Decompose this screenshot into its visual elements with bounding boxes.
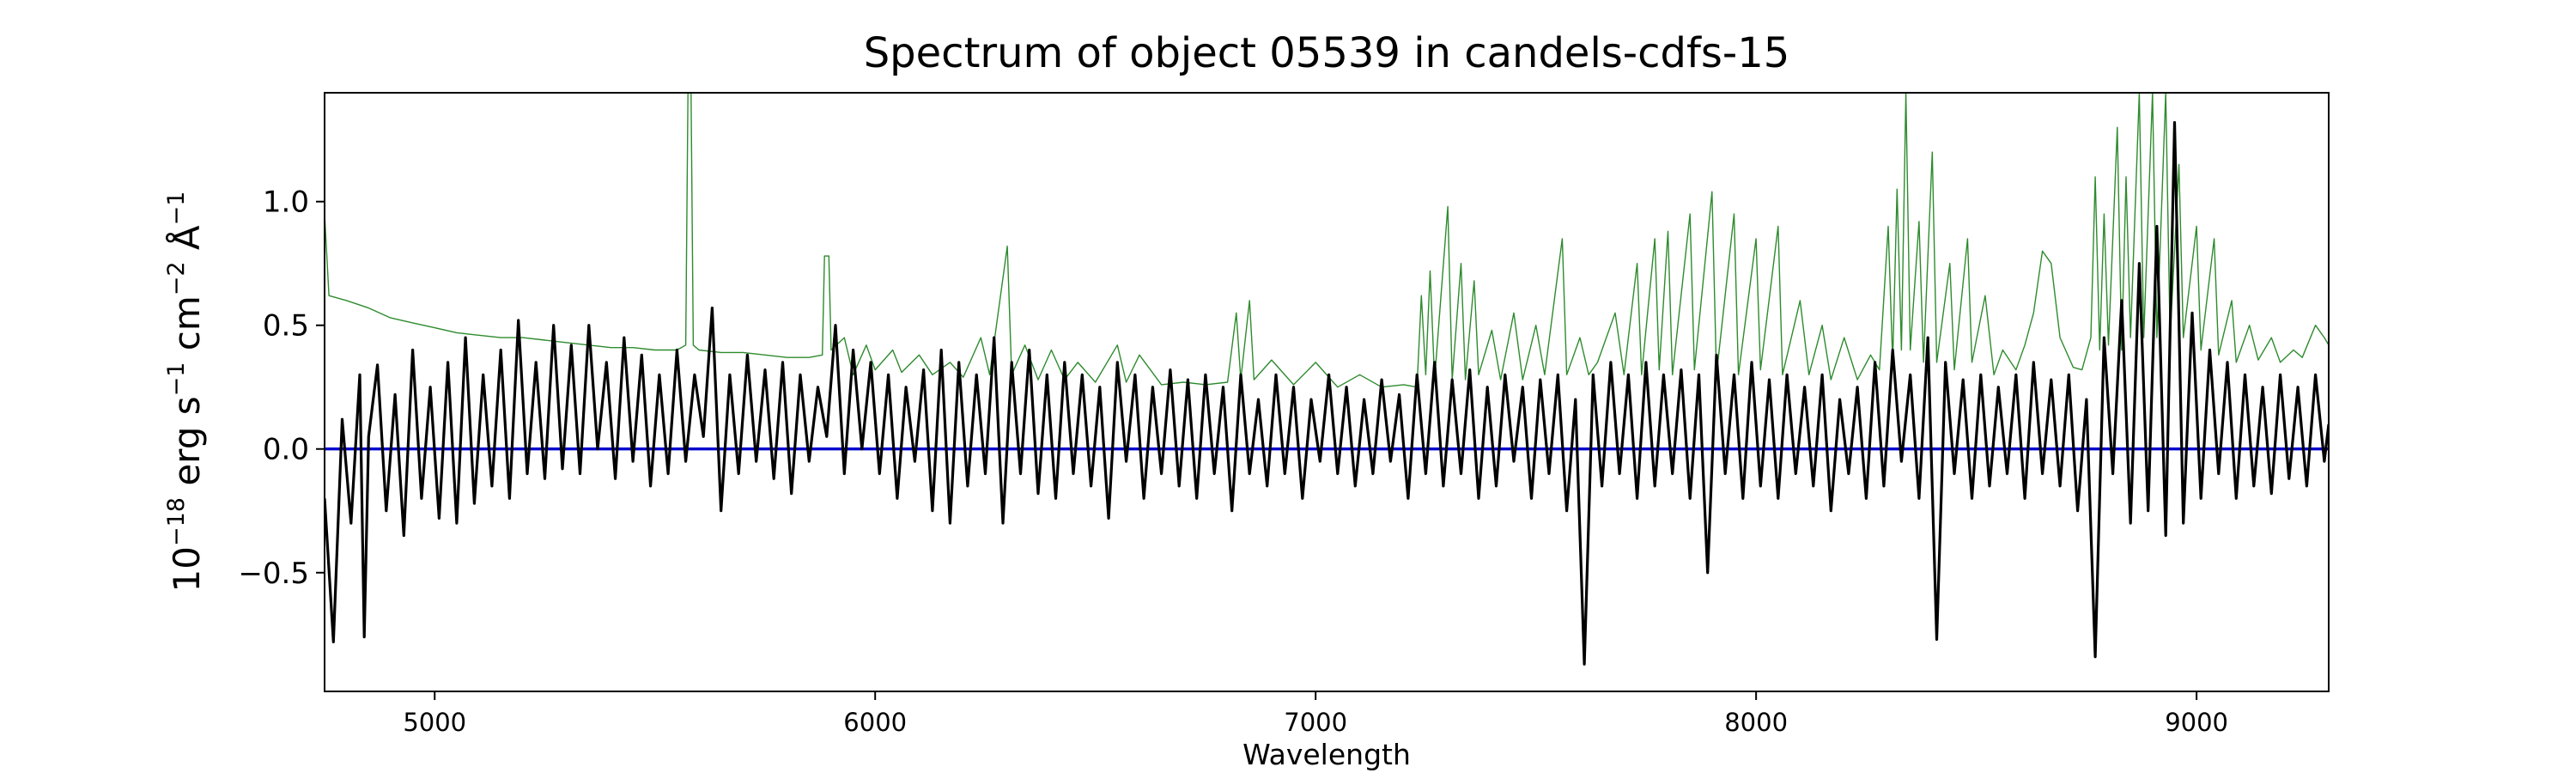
flux-series-line [325,121,2329,666]
y-tick-label: −0.5 [238,557,309,591]
error-series-line [325,93,2329,388]
x-tick-label: 8000 [1724,708,1788,737]
x-axis: 5000 6000 7000 8000 9000 [403,691,2228,737]
y-tick-label: 1.0 [263,186,309,220]
x-tick-label: 6000 [843,708,907,737]
chart-title: Spectrum of object 05539 in candels-cdfs… [864,29,1790,77]
plot-frame [324,92,2330,692]
y-axis: −0.5 0.0 0.5 1.0 [238,186,325,591]
y-axis-label: 10−18 erg s−1 cm−2 Å−1 [163,192,208,593]
x-tick-label: 9000 [2165,708,2228,737]
y-tick-label: 0.5 [263,309,309,344]
x-tick-label: 7000 [1284,708,1347,737]
x-axis-label: Wavelength [1242,738,1411,771]
x-tick-label: 5000 [403,708,466,737]
y-tick-label: 0.0 [263,433,309,467]
series-layer [325,93,2329,666]
